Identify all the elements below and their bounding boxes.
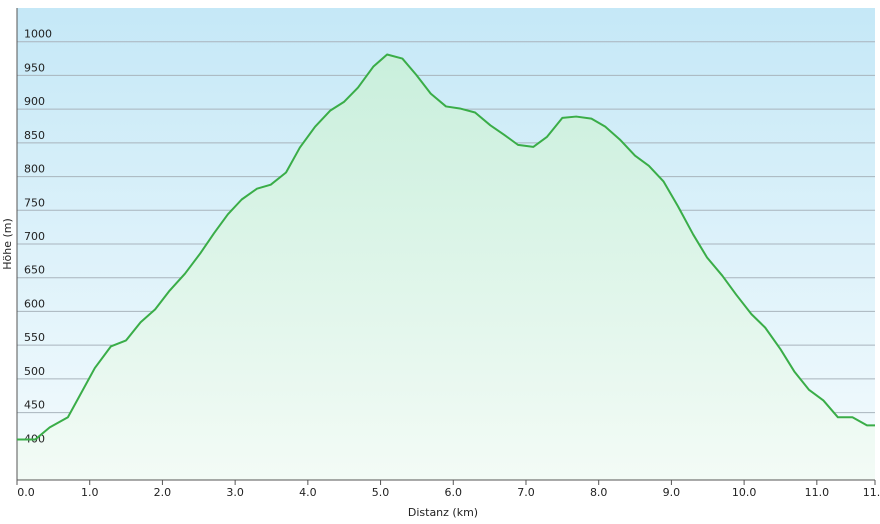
y-tick-label: 1000 (24, 28, 52, 41)
x-tick-label: 8.0 (590, 486, 608, 499)
x-tick-label: 11.8 (863, 486, 880, 499)
y-tick-label: 500 (24, 365, 45, 378)
area-fill (17, 54, 875, 480)
x-tick-label: 6.0 (445, 486, 463, 499)
y-tick-label: 850 (24, 129, 45, 142)
y-tick-label: 650 (24, 264, 45, 277)
x-axis-label: Distanz (km) (408, 506, 478, 519)
y-tick-label: 700 (24, 230, 45, 243)
x-tick-label: 5.0 (372, 486, 390, 499)
y-tick-label: 900 (24, 95, 45, 108)
y-tick-label: 600 (24, 297, 45, 310)
y-tick-label: 750 (24, 196, 45, 209)
x-tick-label: 2.0 (154, 486, 172, 499)
x-tick-label: 4.0 (299, 486, 317, 499)
elevation-line (17, 53, 875, 441)
x-tick-label: 7.0 (517, 486, 535, 499)
x-tick-label: 10.0 (732, 486, 757, 499)
y-tick-label: 450 (24, 399, 45, 412)
y-axis-label: Höhe (m) (1, 218, 14, 270)
y-tick-label: 800 (24, 163, 45, 176)
x-tick-label: 1.0 (81, 486, 99, 499)
x-tick-label: 0.0 (17, 486, 35, 499)
y-tick-label: 550 (24, 331, 45, 344)
x-tick-label: 9.0 (663, 486, 681, 499)
x-tick-label: 11.0 (805, 486, 830, 499)
y-tick-label: 950 (24, 61, 45, 74)
x-tick-label: 3.0 (226, 486, 244, 499)
